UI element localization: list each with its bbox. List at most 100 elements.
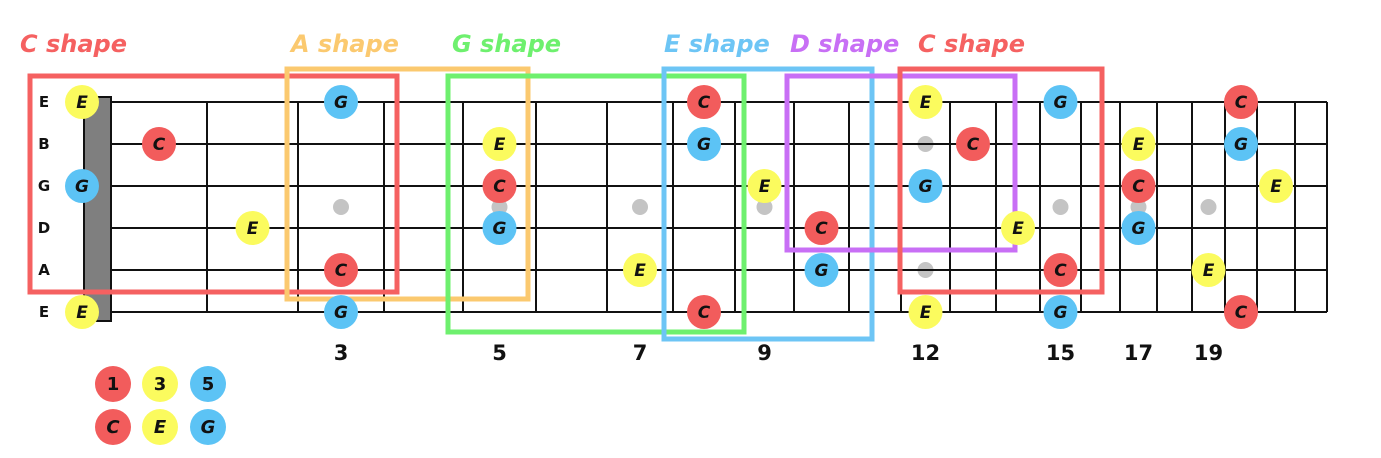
- note-circle: [804, 211, 839, 245]
- note-circle: [1224, 85, 1258, 119]
- legend-note-label: C: [106, 417, 120, 438]
- string-name: G: [38, 177, 50, 195]
- note-label: G: [75, 177, 89, 197]
- note-dot: C: [804, 211, 839, 245]
- note-circle: [324, 253, 358, 287]
- note-label: E: [920, 303, 932, 323]
- note-circle: [1224, 127, 1258, 161]
- note-label: C: [1235, 303, 1248, 323]
- note-circle: [65, 85, 99, 119]
- note-circle: [482, 211, 517, 245]
- note-circle: [235, 211, 270, 245]
- note-circle: [908, 169, 943, 203]
- note-dot: C: [956, 127, 990, 161]
- note-dot: E: [1001, 211, 1035, 245]
- note-circle: [747, 169, 782, 203]
- note-dot: E: [1259, 169, 1293, 203]
- note-circle: [908, 85, 943, 119]
- shape-boxes: [27, 66, 1105, 342]
- shape-label: A shape: [289, 30, 399, 58]
- fret-inlay: [756, 199, 773, 215]
- shape-label: E shape: [664, 30, 770, 58]
- note-circle: [65, 169, 99, 203]
- fret-number: 12: [911, 341, 940, 365]
- note-circle: [482, 127, 517, 161]
- note-dot: C: [1121, 169, 1156, 203]
- shape-box-c-shape: [27, 73, 400, 295]
- note-dot: G: [804, 253, 839, 287]
- note-label: C: [815, 219, 828, 239]
- note-dot: G: [324, 295, 358, 329]
- note-dot: C: [142, 127, 176, 161]
- note-circle: [687, 295, 721, 329]
- legend-note-label: E: [154, 417, 167, 438]
- note-label: E: [1203, 261, 1215, 281]
- note-circle: [1191, 253, 1226, 287]
- shape-label: D shape: [790, 30, 899, 58]
- string-name: B: [38, 135, 49, 153]
- note-label: E: [494, 135, 506, 155]
- note-dot: G: [1043, 85, 1078, 119]
- fret-number: 5: [492, 341, 507, 365]
- legend-note-label: G: [201, 417, 216, 438]
- shape-label: C shape: [918, 30, 1025, 58]
- note-circle: [1001, 211, 1035, 245]
- string-names: E B G D A E: [38, 93, 50, 321]
- note-label: C: [1054, 261, 1067, 281]
- shape-labels: C shape A shape G shape E shape D shape C sha…: [20, 30, 1025, 58]
- note-dots: E G C E G C C E G C E G G C E G C E E G C E G C E G C E E G C E G C: [65, 85, 1293, 329]
- legend-degree-label: 1: [107, 374, 120, 395]
- fret-numbers: 3 5 7 9 12 15 17 19: [334, 341, 1223, 365]
- note-label: E: [759, 177, 771, 197]
- note-label: G: [334, 303, 348, 323]
- note-label: C: [1235, 93, 1248, 113]
- note-dot: G: [1043, 295, 1078, 329]
- fret-inlay: [1052, 199, 1069, 215]
- note-dot: E: [235, 211, 270, 245]
- note-circle: [956, 127, 990, 161]
- note-label: C: [698, 303, 711, 323]
- note-circle: [1121, 211, 1156, 245]
- legend-degree-dot: [190, 366, 226, 402]
- note-label: C: [698, 93, 711, 113]
- shape-box-g-shape: [445, 73, 747, 335]
- note-dot: G: [324, 85, 358, 119]
- legend-degree-dot: [142, 366, 178, 402]
- note-circle: [908, 295, 943, 329]
- legend-note-dot: [95, 409, 131, 445]
- fret-inlay: [1130, 199, 1147, 215]
- note-label: E: [1012, 219, 1024, 239]
- note-dot: E: [65, 85, 99, 119]
- nut: [83, 96, 112, 322]
- note-label: G: [697, 135, 711, 155]
- note-dot: E: [1121, 127, 1156, 161]
- note-dot: G: [1121, 211, 1156, 245]
- legend-note-dot: [142, 409, 178, 445]
- note-dot: E: [482, 127, 517, 161]
- note-label: E: [920, 93, 932, 113]
- note-circle: [1043, 85, 1078, 119]
- note-circle: [1043, 295, 1078, 329]
- note-dot: G: [908, 169, 943, 203]
- note-label: C: [335, 261, 348, 281]
- note-label: E: [76, 93, 88, 113]
- note-circle: [65, 295, 99, 329]
- note-dot: E: [747, 169, 782, 203]
- legend-note-dot: [190, 409, 226, 445]
- fret-inlay: [632, 199, 648, 215]
- note-label: G: [493, 219, 507, 239]
- note-circle: [324, 295, 358, 329]
- note-label: C: [1132, 177, 1145, 197]
- note-circle: [1259, 169, 1293, 203]
- note-dot: C: [687, 85, 721, 119]
- shape-box-e-shape: [661, 66, 875, 342]
- note-label: G: [1054, 93, 1068, 113]
- legend-degree-label: 3: [154, 374, 167, 395]
- note-dot: C: [482, 169, 517, 203]
- string-name: D: [38, 219, 50, 237]
- note-circle: [1224, 295, 1258, 329]
- note-label: E: [1133, 135, 1145, 155]
- note-circle: [142, 127, 176, 161]
- note-label: G: [1054, 303, 1068, 323]
- note-label: G: [919, 177, 933, 197]
